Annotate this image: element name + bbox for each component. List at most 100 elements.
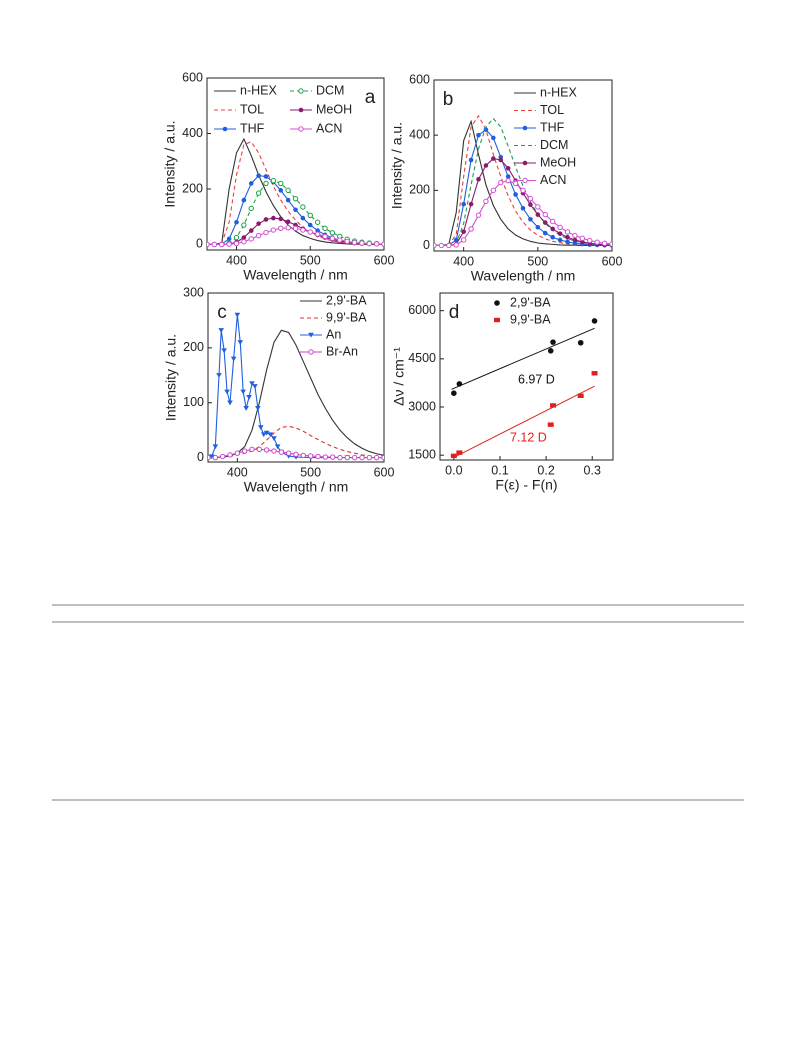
marker <box>241 197 247 203</box>
marker <box>234 312 241 318</box>
marker <box>498 157 504 163</box>
marker <box>483 163 489 168</box>
marker <box>274 444 281 450</box>
marker <box>255 190 262 196</box>
marker <box>520 187 526 194</box>
marker <box>278 180 284 187</box>
marker <box>359 454 365 461</box>
x-tick-label: 500 <box>300 253 321 267</box>
marker <box>337 454 343 461</box>
marker <box>300 452 307 459</box>
scatter-point <box>577 393 584 398</box>
series-line <box>208 314 384 459</box>
marker <box>263 229 269 236</box>
marker <box>270 227 277 233</box>
marker <box>234 450 241 456</box>
marker <box>483 127 489 132</box>
marker <box>298 126 304 132</box>
marker <box>528 202 533 207</box>
marker <box>278 449 285 455</box>
marker <box>572 232 578 239</box>
legend-label: MeOH <box>540 155 576 169</box>
marker <box>285 450 292 456</box>
marker <box>271 215 276 221</box>
marker <box>252 384 258 389</box>
marker <box>240 389 246 395</box>
legend-label: DCM <box>540 138 568 152</box>
marker <box>601 240 608 246</box>
marker <box>307 453 314 459</box>
marker <box>219 453 226 460</box>
marker <box>468 201 474 207</box>
legend-swatch <box>494 317 500 323</box>
y-tick-label: 400 <box>409 127 430 141</box>
legend-label: MeOH <box>316 102 352 116</box>
marker <box>315 453 321 460</box>
plot-frame <box>439 292 614 461</box>
marker <box>230 356 237 362</box>
marker <box>263 217 269 222</box>
x-tick-label: 400 <box>453 254 474 268</box>
marker <box>381 454 384 461</box>
marker <box>337 237 343 243</box>
marker <box>609 241 612 247</box>
y-tick-label: 0 <box>423 238 430 252</box>
marker <box>212 444 219 450</box>
y-tick-label: 600 <box>182 70 203 84</box>
marker <box>208 454 211 461</box>
x-tick-label: 0.1 <box>491 463 508 477</box>
marker <box>483 198 489 205</box>
marker <box>381 241 384 247</box>
marker <box>366 454 373 461</box>
chart-panel: 400 500 600 0 200 400 600 Wavelength / nm Intens… <box>162 70 395 282</box>
annotation: 6.97 D <box>518 372 555 386</box>
marker <box>241 222 247 228</box>
marker <box>278 188 284 193</box>
plot-area <box>208 312 384 461</box>
marker <box>587 237 593 244</box>
y-tick-label: 6000 <box>408 303 436 317</box>
marker <box>300 204 306 210</box>
x-tick-label: 0.2 <box>537 463 554 477</box>
marker <box>438 242 445 249</box>
marker <box>300 227 306 233</box>
legend-label: TOL <box>240 102 264 116</box>
plot-frame <box>207 292 385 463</box>
panel-label: d <box>449 302 460 323</box>
marker <box>512 180 519 187</box>
y-tick-label: 100 <box>183 395 204 409</box>
marker <box>476 176 481 182</box>
marker <box>258 425 264 431</box>
chart-panel: 400 500 600 0 200 400 600 Wavelength / nm Intens… <box>389 72 623 283</box>
marker <box>535 212 541 217</box>
marker <box>263 447 270 453</box>
x-tick-label: 0.3 <box>584 463 601 477</box>
marker <box>314 231 321 237</box>
scatter-point <box>547 348 554 354</box>
marker <box>300 215 306 221</box>
marker <box>241 238 247 245</box>
plot-area <box>434 114 612 249</box>
y-tick-label: 200 <box>183 340 204 354</box>
x-tick-label: 500 <box>300 465 321 479</box>
marker <box>461 201 466 207</box>
legend-label: 2,9'-BA <box>510 295 551 309</box>
marker <box>307 229 313 235</box>
scatter-point <box>451 390 457 397</box>
y-tick-label: 600 <box>409 72 430 86</box>
x-tick-label: 600 <box>602 254 623 268</box>
marker <box>293 451 299 458</box>
scatter-point <box>550 339 556 345</box>
marker <box>522 160 528 166</box>
scatter-point <box>591 318 598 324</box>
legend-label: 9,9'-BA <box>326 310 367 324</box>
y-axis-title: Intensity / a.u. <box>389 122 405 209</box>
marker <box>278 225 284 232</box>
marker <box>434 242 437 249</box>
chart-panel: 400 500 600 0 100 200 300 Wavelength / nm Intens… <box>163 285 395 494</box>
x-tick-label: 600 <box>374 465 395 479</box>
marker <box>260 432 267 438</box>
marker <box>373 241 380 247</box>
marker <box>527 195 534 202</box>
marker <box>285 197 291 203</box>
